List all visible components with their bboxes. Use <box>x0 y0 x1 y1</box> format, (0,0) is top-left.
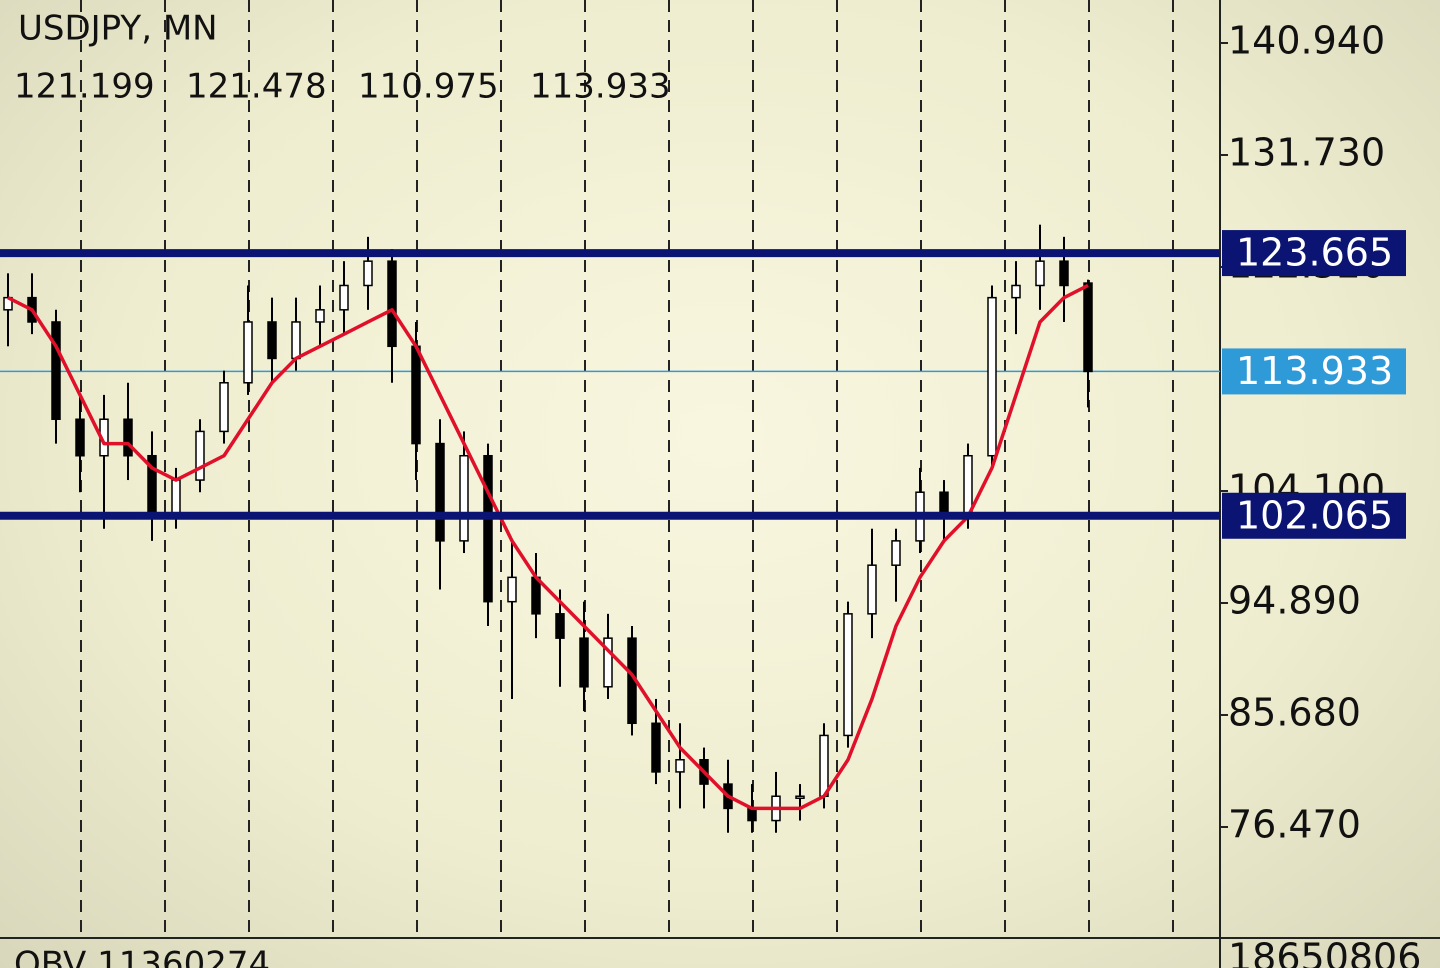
candle-body <box>363 260 373 287</box>
candle-body <box>195 430 205 481</box>
ohlc-value: 121.478 <box>186 67 327 107</box>
candle-body <box>1035 260 1045 287</box>
candle-body <box>51 321 61 421</box>
level-label: 123.665 <box>1236 231 1393 275</box>
candle-body <box>123 418 133 457</box>
candle-body <box>315 309 325 323</box>
y-tick-label: 140.940 <box>1228 19 1385 63</box>
candle-body <box>171 479 181 518</box>
candle-body <box>579 637 589 688</box>
candle-body <box>459 454 469 542</box>
plot-area <box>0 224 1220 833</box>
symbol-title: USDJPY, MN <box>18 9 218 49</box>
candle-body <box>531 576 541 615</box>
level-label: 102.065 <box>1236 493 1393 537</box>
candle-body <box>291 321 301 360</box>
candle-body <box>867 564 877 615</box>
moving-average <box>7 283 1089 811</box>
price-axis: 140.940131.730122.520104.10094.89085.680… <box>1220 19 1406 847</box>
candle-body <box>387 260 397 348</box>
candle-body <box>483 454 493 603</box>
candle-body <box>507 576 517 603</box>
candle-body <box>1083 282 1093 373</box>
candle-body <box>411 345 421 445</box>
indicator-label: OBV 11360274 <box>14 945 270 968</box>
candle-body <box>267 321 277 360</box>
ohlc-value: 121.199 <box>14 67 155 107</box>
candle-body <box>1059 260 1069 287</box>
candle-body <box>819 734 829 797</box>
candle-body <box>987 296 997 457</box>
time-grid <box>80 0 1174 938</box>
candle-body <box>891 540 901 566</box>
candle-body <box>339 284 349 311</box>
candle-body <box>795 795 805 799</box>
candle-body <box>1011 284 1021 299</box>
candle-body <box>603 637 613 688</box>
indicator-axis-label: 18650806 <box>1228 936 1421 968</box>
current-price-label: 113.933 <box>1236 349 1393 393</box>
level-label-box <box>1222 230 1406 277</box>
candle-body <box>435 442 445 542</box>
y-tick-label: 131.730 <box>1228 131 1385 175</box>
y-tick-label: 85.680 <box>1228 691 1361 735</box>
y-tick-label: 94.890 <box>1228 579 1361 623</box>
candle-body <box>651 722 661 773</box>
candle-body <box>747 807 757 822</box>
level-label-box <box>1222 492 1406 539</box>
ohlc-header: 121.199 121.478 110.975 113.933 <box>14 67 671 107</box>
candle-body <box>675 759 685 773</box>
y-tick-label: 76.470 <box>1228 803 1361 847</box>
ohlc-value: 110.975 <box>358 67 499 107</box>
ohlc-value: 113.933 <box>530 67 671 107</box>
candle-body <box>75 418 85 457</box>
current-price-box <box>1222 348 1406 395</box>
candle-body <box>843 613 853 737</box>
candle-body <box>243 321 253 384</box>
candle-body <box>555 613 565 639</box>
candle-body <box>219 382 229 433</box>
